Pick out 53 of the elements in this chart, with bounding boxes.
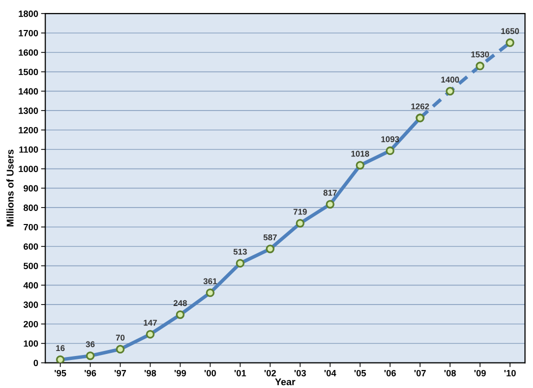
data-label: 817 [323, 190, 337, 196]
y-tick-label: 1700 [18, 30, 38, 36]
y-tick-label: 400 [23, 282, 38, 289]
data-label: 1530 [471, 51, 489, 58]
data-label: 248 [174, 300, 187, 306]
x-tick-label: '01 [234, 370, 246, 376]
y-tick-label: 1000 [18, 166, 38, 172]
x-tick-label: '03 [294, 370, 306, 376]
data-label: 1093 [381, 136, 400, 142]
y-tick-label: 800 [24, 204, 38, 211]
y-axis-title: Millions of Users [6, 150, 14, 226]
x-tick-label: '07 [414, 370, 426, 376]
data-label: 1018 [351, 150, 370, 157]
y-tick-label: 1300 [18, 108, 38, 114]
y-tick-label: 300 [24, 302, 38, 308]
data-label: 36 [86, 341, 95, 348]
data-label: 70 [116, 334, 125, 341]
data-label: 1262 [411, 103, 430, 110]
x-tick-label: '95 [54, 370, 66, 376]
y-tick-label: 1200 [18, 126, 38, 134]
y-tick-label: 700 [24, 224, 38, 230]
data-label: 1650 [501, 28, 519, 34]
y-tick-label: 600 [24, 243, 38, 250]
data-label: 147 [144, 320, 157, 326]
y-tick-label: 100 [24, 340, 38, 347]
data-label: 361 [203, 278, 217, 284]
y-tick-label: 1800 [18, 10, 38, 17]
data-label: 719 [294, 208, 307, 215]
y-tick-label: 0 [34, 360, 38, 366]
x-tick-label: '10 [504, 370, 516, 376]
y-tick-label: 1400 [18, 88, 38, 95]
x-tick-label: '96 [84, 370, 96, 376]
x-tick-label: '00 [204, 370, 216, 376]
x-tick-label: '98 [144, 370, 156, 376]
x-tick-label: '06 [384, 370, 396, 376]
x-tick-label: '02 [264, 370, 276, 376]
y-tick-label: 1600 [18, 49, 38, 56]
x-tick-label: '05 [354, 370, 366, 376]
y-tick-label: 1100 [19, 146, 38, 153]
x-tick-label: '97 [114, 370, 126, 376]
y-tick-label: 200 [24, 320, 38, 328]
data-label: 1400 [441, 76, 459, 83]
x-tick-label: '04 [324, 370, 336, 376]
data-label: 16 [56, 345, 65, 352]
y-tick-label: 1500 [18, 68, 38, 76]
x-tick-label: '08 [444, 370, 456, 376]
data-label: 513 [233, 248, 247, 255]
y-tick-label: 500 [24, 262, 38, 270]
y-tick-label: 900 [24, 185, 38, 192]
x-tick-label: '99 [174, 370, 186, 376]
data-label: 587 [263, 234, 277, 240]
x-tick-label: '09 [474, 370, 486, 376]
x-axis-title: Year [275, 378, 296, 386]
